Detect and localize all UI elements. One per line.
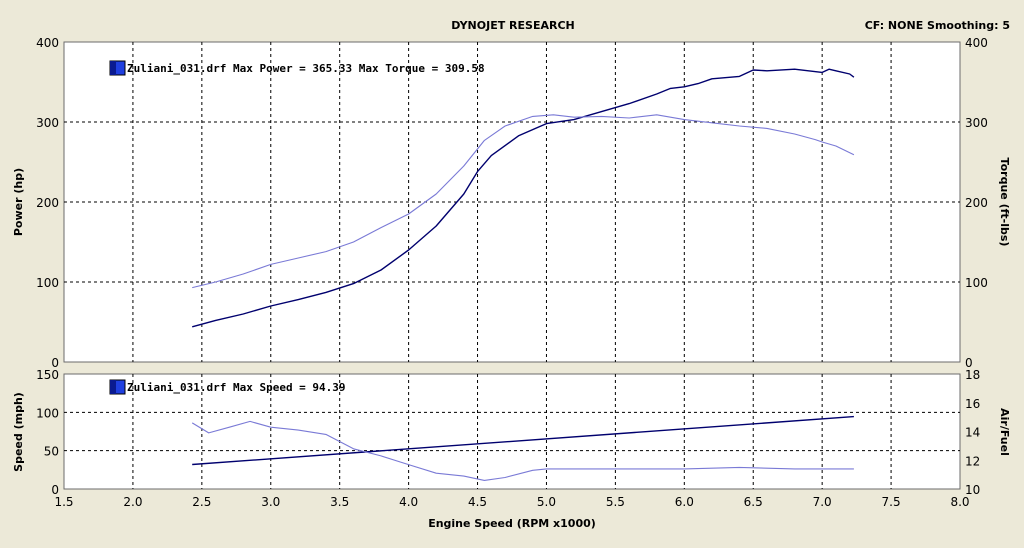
top-y2-tick-label: 300 — [965, 116, 988, 130]
x-tick-label: 2.0 — [123, 495, 142, 509]
x-tick-label: 4.0 — [399, 495, 418, 509]
y-axis-title-power: Power (hp) — [12, 168, 25, 236]
top-y-tick-label: 300 — [36, 116, 59, 130]
header-info: CF: NONE Smoothing: 5 — [865, 19, 1010, 32]
x-tick-label: 7.0 — [813, 495, 832, 509]
x-tick-label: 8.0 — [950, 495, 969, 509]
x-tick-label: 4.5 — [468, 495, 487, 509]
bottom-y-tick-label: 0 — [51, 483, 59, 497]
x-tick-label: 5.0 — [537, 495, 556, 509]
top-y-tick-label: 100 — [36, 276, 59, 290]
top-y2-tick-label: 200 — [965, 196, 988, 210]
y2-axis-title-torque: Torque (ft-lbs) — [998, 158, 1011, 247]
x-axis-title: Engine Speed (RPM x1000) — [428, 517, 596, 530]
bottom-y2-tick-label: 12 — [965, 454, 980, 468]
x-tick-label: 1.5 — [54, 495, 73, 509]
legend-swatch-top-dark — [110, 61, 116, 75]
bottom-y-tick-label: 150 — [36, 368, 59, 382]
power-series-line — [192, 68, 855, 328]
bottom-y2-tick-label: 18 — [965, 368, 980, 382]
x-tick-label: 3.0 — [261, 495, 280, 509]
bottom-y2-tick-label: 16 — [965, 397, 980, 411]
torque-series-line — [192, 114, 855, 289]
top-y-tick-label: 200 — [36, 196, 59, 210]
speed-series-line — [192, 415, 854, 466]
airfuel-series-line — [191, 420, 854, 481]
x-tick-label: 6.0 — [675, 495, 694, 509]
bottom-y2-tick-label: 14 — [965, 426, 980, 440]
x-tick-label: 5.5 — [606, 495, 625, 509]
top-y-tick-label: 400 — [36, 36, 59, 50]
legend-swatch-bottom-dark — [110, 380, 116, 394]
bottom-y-tick-label: 100 — [36, 406, 59, 420]
x-tick-label: 2.5 — [192, 495, 211, 509]
top-y2-tick-label: 400 — [965, 36, 988, 50]
legend-top: Zuliani_031.drf Max Power = 365.33 Max T… — [127, 62, 485, 75]
legend-bottom: Zuliani_031.drf Max Speed = 94.39 — [127, 381, 346, 394]
top-y2-tick-label: 0 — [965, 356, 973, 370]
x-tick-label: 7.5 — [882, 495, 901, 509]
y2-axis-title-airfuel: Air/Fuel — [998, 408, 1011, 456]
y-axis-title-speed: Speed (mph) — [12, 392, 25, 472]
bottom-y2-tick-label: 10 — [965, 483, 980, 497]
top-y2-tick-label: 100 — [965, 276, 988, 290]
bottom-y-tick-label: 50 — [44, 445, 59, 459]
top-y-tick-label: 0 — [51, 356, 59, 370]
power-torque-chart: 0 100 200 300 400 0 100 200 300 400 — [36, 36, 988, 370]
x-tick-label: 3.5 — [330, 495, 349, 509]
x-tick-label: 6.5 — [744, 495, 763, 509]
header-title: DYNOJET RESEARCH — [451, 19, 574, 32]
speed-airfuel-chart: 1.5 2.0 2.5 3.0 3.5 4.0 4.5 5.0 5.5 6.0 6.5 7.0 7.5 8… — [36, 368, 980, 509]
